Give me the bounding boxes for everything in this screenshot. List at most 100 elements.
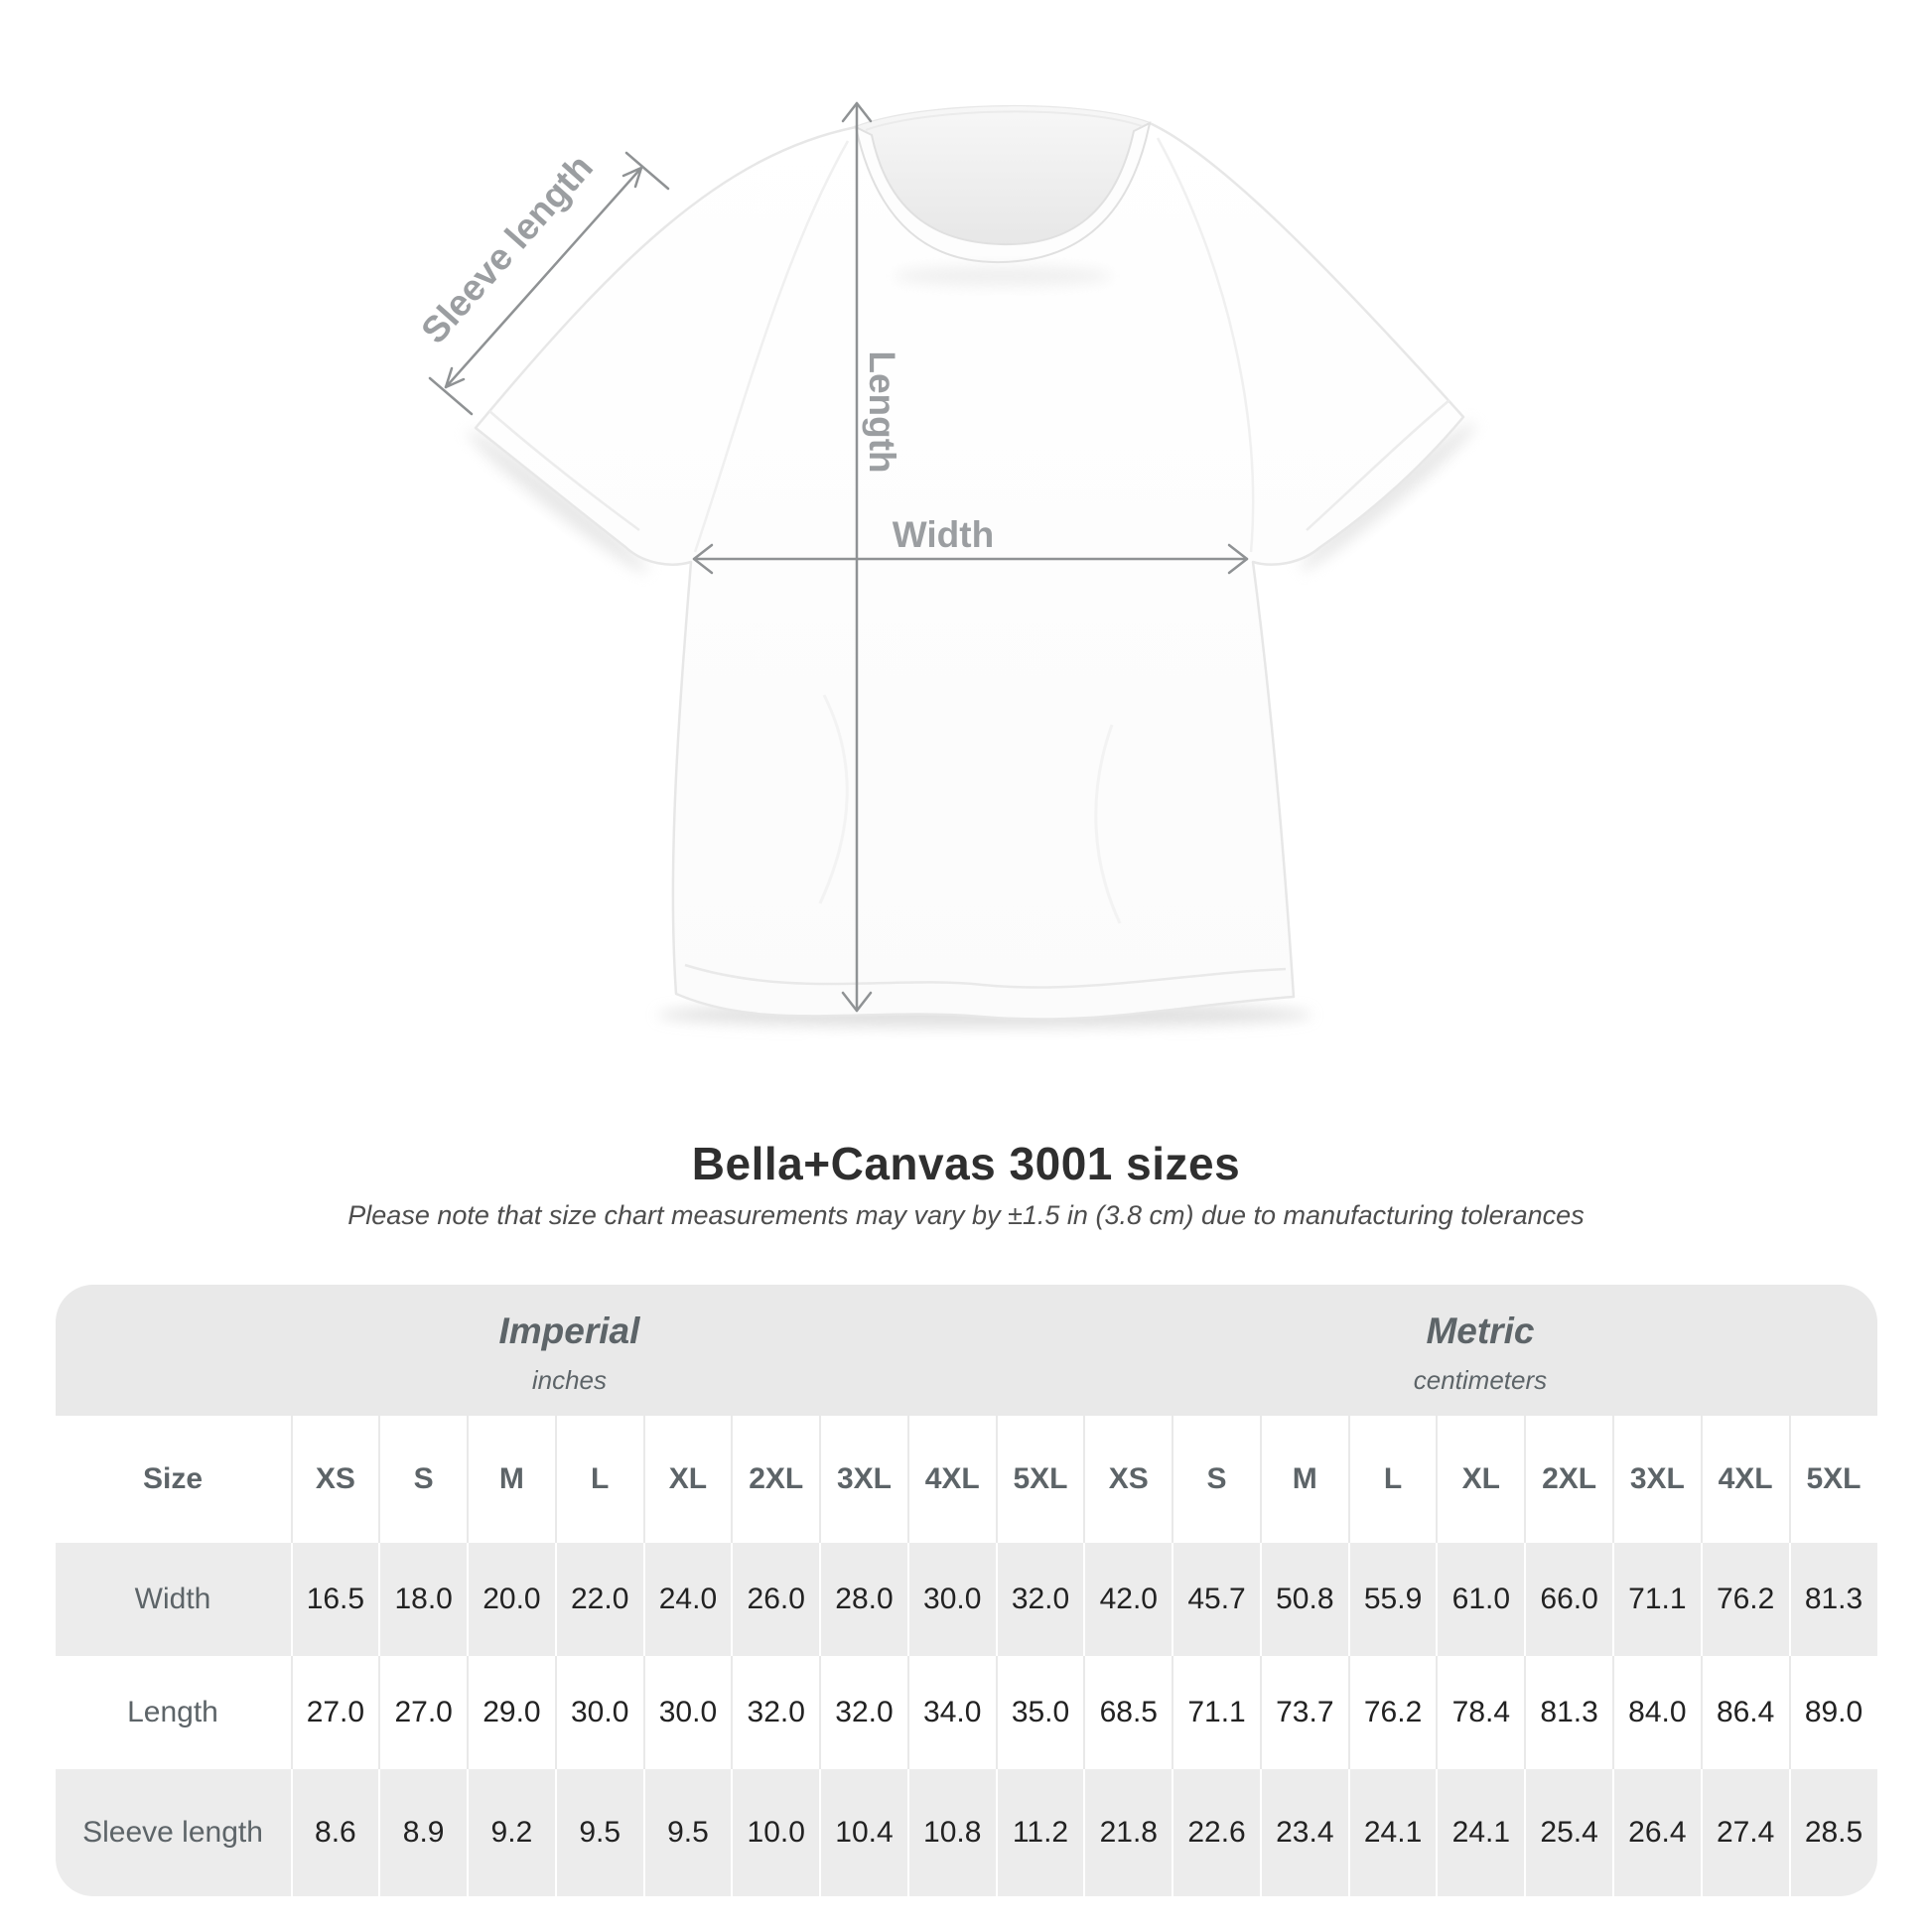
imperial-unit: inches bbox=[531, 1365, 608, 1395]
value-cell: 16.5 bbox=[290, 1543, 379, 1656]
size-header: XL bbox=[1436, 1416, 1525, 1543]
table-row-width: Width 16.5 18.0 20.0 22.0 24.0 26.0 28.0… bbox=[55, 1543, 1877, 1656]
value-cell: 71.1 bbox=[1611, 1543, 1701, 1656]
size-header: XL bbox=[642, 1416, 732, 1543]
sleeve-end-tick-top bbox=[624, 151, 670, 191]
value-cell: 22.6 bbox=[1172, 1769, 1260, 1896]
value-cell: 45.7 bbox=[1172, 1543, 1260, 1656]
value-cell: 32.0 bbox=[819, 1656, 907, 1769]
value-cell: 61.0 bbox=[1436, 1543, 1525, 1656]
value-cell: 35.0 bbox=[995, 1656, 1084, 1769]
value-cell: 10.8 bbox=[906, 1769, 996, 1896]
value-cell: 42.0 bbox=[1083, 1543, 1173, 1656]
width-label: Width bbox=[893, 514, 994, 555]
metric-group-header: Metric centimeters bbox=[1083, 1285, 1877, 1416]
width-arrowhead-right bbox=[1227, 543, 1249, 575]
value-cell: 23.4 bbox=[1259, 1769, 1348, 1896]
size-header: M bbox=[467, 1416, 555, 1543]
value-cell: 9.5 bbox=[554, 1769, 643, 1896]
tshirt-body bbox=[474, 104, 1465, 1021]
heading-block: Bella+Canvas 3001 sizes Please note that… bbox=[0, 1137, 1932, 1231]
size-header: S bbox=[378, 1416, 468, 1543]
size-header: 5XL bbox=[995, 1416, 1084, 1543]
value-cell: 29.0 bbox=[467, 1656, 555, 1769]
size-header: S bbox=[1172, 1416, 1260, 1543]
size-header: L bbox=[1347, 1416, 1437, 1543]
value-cell: 78.4 bbox=[1436, 1656, 1525, 1769]
size-header-row: Size XS S M L XL 2XL 3XL 4XL 5XL XS S M … bbox=[55, 1416, 1877, 1543]
size-header: 3XL bbox=[819, 1416, 907, 1543]
imperial-label: Imperial bbox=[498, 1311, 640, 1351]
value-cell: 27.0 bbox=[290, 1656, 379, 1769]
value-cell: 26.4 bbox=[1611, 1769, 1701, 1896]
value-cell: 30.0 bbox=[906, 1543, 996, 1656]
right-armhole-seam bbox=[1156, 137, 1255, 553]
value-cell: 10.4 bbox=[819, 1769, 907, 1896]
hem-stitch bbox=[684, 963, 1287, 989]
neck-opening bbox=[856, 106, 1150, 245]
value-cell: 89.0 bbox=[1788, 1656, 1877, 1769]
value-cell: 27.4 bbox=[1700, 1769, 1789, 1896]
value-cell: 27.0 bbox=[378, 1656, 468, 1769]
length-arrowhead-top bbox=[841, 101, 873, 123]
value-cell: 11.2 bbox=[995, 1769, 1084, 1896]
sleeve-arrowhead-top bbox=[621, 166, 643, 189]
size-header: XS bbox=[1083, 1416, 1173, 1543]
value-cell: 81.3 bbox=[1788, 1543, 1877, 1656]
value-cell: 32.0 bbox=[731, 1656, 820, 1769]
left-cuff-stitch bbox=[488, 410, 640, 532]
value-cell: 24.0 bbox=[642, 1543, 732, 1656]
value-cell: 22.0 bbox=[554, 1543, 643, 1656]
left-cuff-shadow bbox=[468, 430, 648, 573]
value-cell: 8.6 bbox=[290, 1769, 379, 1896]
length-arrowhead-bottom bbox=[841, 991, 873, 1013]
size-table: Imperial inches Metric centimeters Size … bbox=[55, 1285, 1877, 1896]
value-cell: 34.0 bbox=[906, 1656, 996, 1769]
value-cell: 28.0 bbox=[819, 1543, 907, 1656]
right-cuff-shadow bbox=[1300, 422, 1476, 571]
size-header: XS bbox=[290, 1416, 379, 1543]
back-collar-seam bbox=[865, 110, 1143, 131]
row-label: Sleeve length bbox=[55, 1769, 291, 1896]
imperial-group-header: Imperial inches bbox=[55, 1285, 1084, 1416]
value-cell: 50.8 bbox=[1259, 1543, 1348, 1656]
value-cell: 10.0 bbox=[731, 1769, 820, 1896]
value-cell: 28.5 bbox=[1788, 1769, 1877, 1896]
value-cell: 21.8 bbox=[1083, 1769, 1173, 1896]
table-row-sleeve-length: Sleeve length 8.6 8.9 9.2 9.5 9.5 10.0 1… bbox=[55, 1769, 1877, 1896]
value-cell: 24.1 bbox=[1347, 1769, 1437, 1896]
right-cuff-stitch bbox=[1306, 399, 1450, 531]
collar-rib bbox=[854, 121, 1152, 264]
value-cell: 81.3 bbox=[1524, 1656, 1612, 1769]
value-cell: 55.9 bbox=[1347, 1543, 1437, 1656]
size-header: M bbox=[1259, 1416, 1348, 1543]
value-cell: 86.4 bbox=[1700, 1656, 1789, 1769]
value-cell: 20.0 bbox=[467, 1543, 555, 1656]
page-subtitle: Please note that size chart measurements… bbox=[347, 1200, 1585, 1230]
length-label: Length bbox=[862, 350, 902, 473]
row-label: Length bbox=[55, 1656, 291, 1769]
metric-label: Metric bbox=[1426, 1311, 1535, 1351]
value-cell: 73.7 bbox=[1259, 1656, 1348, 1769]
size-column-header: Size bbox=[55, 1416, 291, 1543]
shirt-illustration: Sleeve length Length Width bbox=[413, 101, 1476, 1028]
size-header: 2XL bbox=[731, 1416, 820, 1543]
value-cell: 18.0 bbox=[378, 1543, 468, 1656]
size-header: 4XL bbox=[1700, 1416, 1789, 1543]
fabric-wrinkle bbox=[818, 694, 849, 904]
value-cell: 32.0 bbox=[995, 1543, 1084, 1656]
dimension-lines bbox=[428, 101, 1249, 1013]
size-header: L bbox=[554, 1416, 643, 1543]
unit-group-row: Imperial inches Metric centimeters bbox=[55, 1285, 1877, 1416]
table-row-length: Length 27.0 27.0 29.0 30.0 30.0 32.0 32.… bbox=[55, 1656, 1877, 1769]
size-header: 4XL bbox=[906, 1416, 996, 1543]
value-cell: 76.2 bbox=[1347, 1656, 1437, 1769]
value-cell: 26.0 bbox=[731, 1543, 820, 1656]
size-header: 5XL bbox=[1788, 1416, 1877, 1543]
page-title: Bella+Canvas 3001 sizes bbox=[691, 1138, 1241, 1189]
metric-unit: centimeters bbox=[1413, 1365, 1548, 1395]
sleeve-length-arrow bbox=[444, 166, 643, 389]
width-arrowhead-left bbox=[692, 543, 714, 575]
value-cell: 84.0 bbox=[1611, 1656, 1701, 1769]
value-cell: 25.4 bbox=[1524, 1769, 1612, 1896]
